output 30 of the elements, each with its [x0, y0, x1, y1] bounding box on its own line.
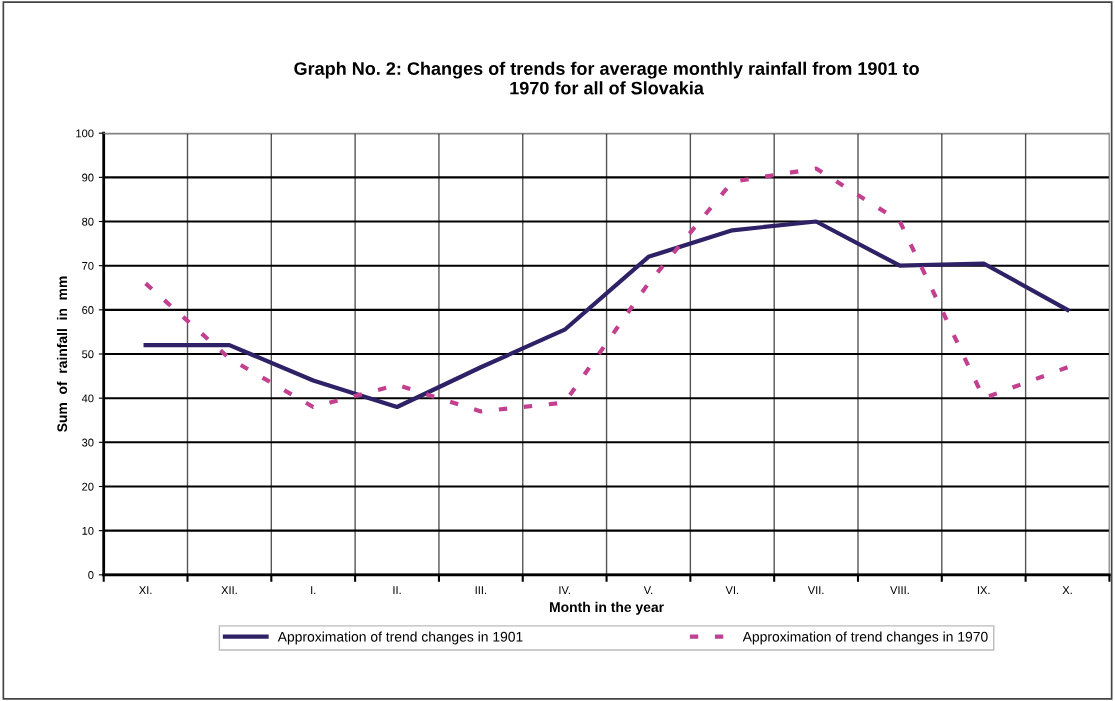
- y-tick-label: 70: [82, 261, 94, 270]
- legend-label: Approximation of trend changes in 1901: [277, 631, 523, 645]
- x-tick-label: XI.: [139, 586, 152, 594]
- y-tick-label: 40: [81, 394, 94, 403]
- y-tick-label: 80: [82, 217, 94, 226]
- x-axis-title: Month in the year: [550, 601, 664, 615]
- y-tick-label: 100: [76, 129, 94, 138]
- y-tick-label: 10: [82, 526, 94, 535]
- x-tick-label: III.: [475, 586, 486, 594]
- x-tick-label: X.: [1062, 586, 1072, 594]
- x-tick-label: II.: [393, 586, 401, 594]
- x-tick-label: I.: [311, 586, 316, 594]
- line-series: [143, 166, 1070, 414]
- x-tick-label: IV.: [559, 586, 570, 594]
- x-tick-label: VIII.: [890, 586, 909, 594]
- x-tick-label: IX.: [977, 586, 990, 594]
- y-tick-label: 60: [82, 306, 94, 314]
- y-tick-label: 0: [88, 571, 94, 579]
- y-tick-label: 90: [82, 173, 94, 182]
- line-series: [143, 219, 1070, 410]
- chart-title: Graph No. 2: Changes of trends for average monthly rainfall from 1901 to 1970 for all of Slovakia: [294, 61, 919, 95]
- x-tick-label: VI.: [725, 586, 739, 594]
- legend-label: Approximation of trend changes in 1970: [742, 631, 988, 645]
- y-tick-label: 50: [82, 350, 94, 359]
- x-tick-label: VII.: [807, 586, 824, 594]
- x-tick-label: XII.: [221, 586, 237, 594]
- y-tick-label: 20: [82, 482, 94, 491]
- y-tick-label: 30: [82, 438, 94, 447]
- x-tick-label: V.: [643, 586, 653, 594]
- y-axis-title: Sum of rainfall in mm: [56, 276, 68, 432]
